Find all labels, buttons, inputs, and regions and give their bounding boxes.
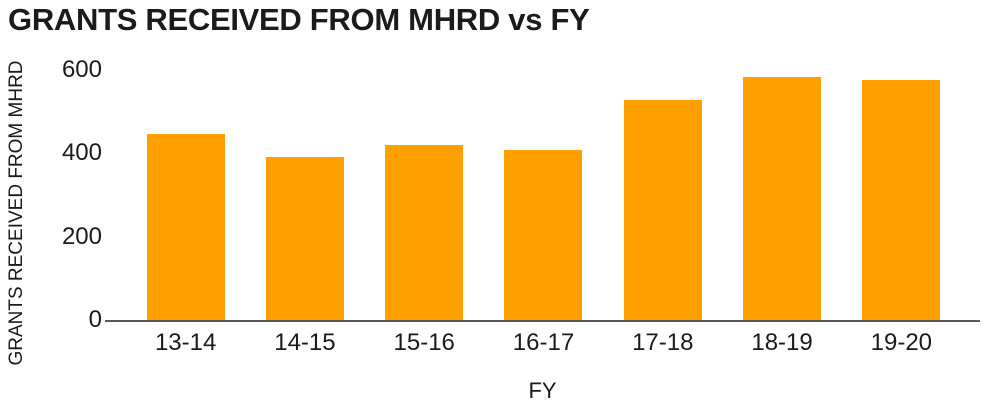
y-tick-label: 0 [88, 306, 102, 333]
x-tick-label: 16-17 [512, 329, 575, 356]
x-tick-label: 15-16 [393, 329, 455, 356]
bar-slot [842, 70, 961, 320]
bar-17-18 [623, 99, 702, 320]
y-tick-label: 400 [61, 139, 102, 167]
bar-slot [245, 70, 364, 320]
x-tick-label: 19-20 [870, 329, 933, 356]
x-tick-label: 17-18 [632, 329, 694, 356]
bar-slot [722, 70, 841, 320]
bar-13-14 [146, 133, 225, 320]
x-tick-label: 14-15 [274, 329, 336, 356]
bar-slot [484, 70, 603, 320]
bar-15-16 [385, 145, 464, 320]
bar-19-20 [862, 79, 941, 320]
chart-title: GRANTS RECEIVED FROM MHRD vs FY [8, 2, 590, 37]
y-tick-label: 600 [61, 56, 102, 83]
x-axis-title: FY [528, 378, 557, 403]
x-axis-tick-labels: 13-14 14-15 15-16 16-17 17-18 18-19 19-20 [126, 327, 961, 355]
y-tick-label: 200 [61, 222, 102, 250]
bar-16-17 [504, 150, 583, 320]
plot-area [105, 70, 980, 322]
bar-14-15 [265, 156, 344, 320]
bars [126, 70, 961, 320]
bar-slot [365, 70, 484, 320]
bar-slot [603, 70, 722, 320]
bar-slot [126, 70, 245, 320]
x-tick-label: 18-19 [751, 329, 813, 356]
bar-18-19 [743, 77, 822, 320]
x-tick-label: 13-14 [154, 329, 217, 356]
